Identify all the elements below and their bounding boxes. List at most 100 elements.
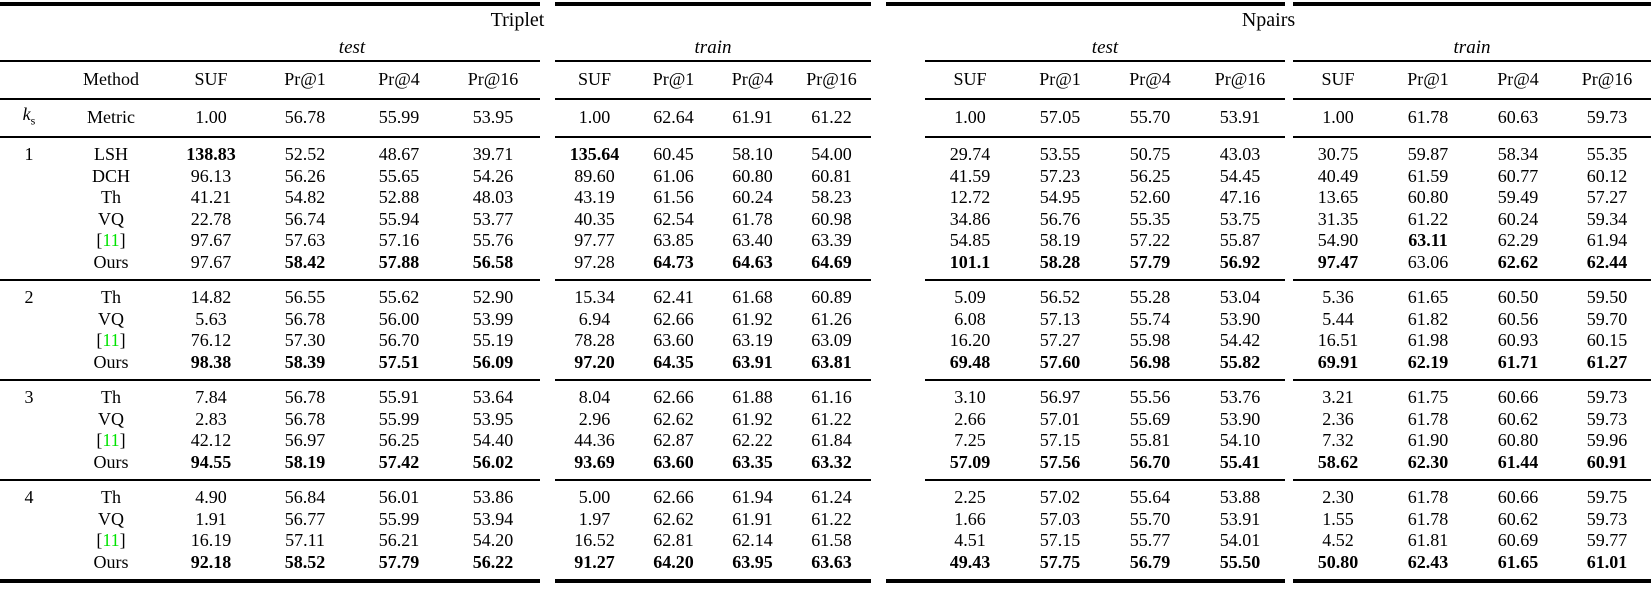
citation-link[interactable]: 11 — [102, 230, 120, 250]
col-header-suf: SUF — [953, 69, 987, 90]
method-cell: VQ — [98, 508, 124, 529]
value-cell: 58.42 — [284, 251, 326, 272]
results-table: Triplet Npairs test train test train Met… — [0, 2, 1651, 583]
value-cell: 55.99 — [378, 508, 420, 529]
value-cell: 40.35 — [574, 208, 615, 229]
value-cell: 61.78 — [1407, 107, 1449, 128]
subheader-row: test train test train — [0, 36, 1651, 60]
value-cell: 62.62 — [653, 408, 694, 429]
value-cell: 3.21 — [1322, 387, 1354, 407]
col-header-pr1: Pr@1 — [284, 69, 326, 90]
value-cell: 47.16 — [1219, 187, 1261, 207]
value-cell: 57.09 — [949, 451, 991, 472]
value-cell: 31.35 — [1317, 208, 1359, 229]
value-cell: 57.27 — [1586, 187, 1628, 207]
value-cell: 55.64 — [1129, 487, 1171, 507]
value-cell: 57.13 — [1039, 308, 1081, 329]
value-cell: 55.35 — [1129, 208, 1171, 229]
value-cell: 16.52 — [574, 530, 615, 550]
value-cell: 5.00 — [578, 487, 611, 507]
value-cell: 78.28 — [574, 330, 615, 350]
ks-value-cell — [0, 552, 58, 580]
table-row: Th 41.21 54.82 52.88 48.03 43.19 61.56 60.24 58.… — [0, 187, 1651, 209]
value-cell: 54.45 — [1219, 165, 1261, 186]
value-cell: 61.01 — [1586, 551, 1628, 572]
value-cell: 48.03 — [472, 187, 514, 207]
method-cell: Th — [101, 487, 121, 507]
value-cell: 63.35 — [732, 451, 773, 472]
value-cell: 56.98 — [1129, 351, 1171, 372]
col-header-pr4: Pr@4 — [1129, 69, 1171, 90]
col-header-pr4: Pr@4 — [1497, 69, 1539, 90]
value-cell: 29.74 — [949, 144, 991, 164]
divider — [0, 279, 1651, 281]
value-cell: 58.62 — [1317, 451, 1359, 472]
value-cell: 6.08 — [954, 308, 986, 329]
value-cell: 4.90 — [195, 487, 227, 507]
value-cell: 56.55 — [284, 287, 326, 307]
value-cell: 57.02 — [1039, 487, 1081, 507]
value-cell: 60.98 — [811, 208, 852, 229]
value-cell: 61.75 — [1407, 387, 1449, 407]
table-row: Ours 98.38 58.39 57.51 56.09 97.20 64.35 63.91 6… — [0, 352, 1651, 380]
method-cell: Ours — [93, 251, 129, 272]
value-cell: 55.81 — [1129, 430, 1171, 450]
method-cell: VQ — [98, 208, 124, 229]
value-cell: 63.19 — [732, 330, 773, 350]
value-cell: 55.41 — [1219, 451, 1261, 472]
value-cell: 58.28 — [1039, 251, 1081, 272]
value-cell: 97.77 — [574, 230, 615, 250]
value-cell: 61.16 — [811, 387, 852, 407]
bottom-rule-divider — [0, 579, 1651, 583]
value-cell: 62.41 — [653, 287, 694, 307]
value-cell: 56.78 — [284, 308, 326, 329]
table-row: [11] 76.12 57.30 56.70 55.19 78.28 63.60 63.19 6… — [0, 330, 1651, 352]
value-cell: 54.26 — [472, 165, 514, 186]
value-cell: 138.83 — [186, 144, 236, 164]
value-cell: 1.91 — [195, 508, 227, 529]
value-cell: 55.50 — [1219, 551, 1261, 572]
value-cell: 1.00 — [195, 107, 227, 128]
value-cell: 2.83 — [195, 408, 227, 429]
value-cell: 55.35 — [1586, 144, 1628, 164]
value-cell: 63.06 — [1407, 251, 1449, 272]
value-cell: 53.91 — [1219, 508, 1261, 529]
subheader-triplet-train: train — [694, 37, 732, 59]
value-cell: 34.86 — [949, 208, 991, 229]
value-cell: 57.23 — [1039, 165, 1081, 186]
ks-value-cell — [0, 166, 58, 188]
value-cell: 57.42 — [378, 451, 420, 472]
value-cell: 61.94 — [1586, 230, 1628, 250]
value-cell: 5.63 — [195, 308, 227, 329]
value-cell: 59.50 — [1586, 287, 1628, 307]
value-cell: 60.12 — [1586, 165, 1628, 186]
value-cell: 64.20 — [653, 551, 694, 572]
value-cell: 63.91 — [732, 351, 773, 372]
value-cell: 55.28 — [1129, 287, 1171, 307]
citation-link[interactable]: 11 — [102, 430, 120, 450]
divider — [0, 60, 1651, 62]
value-cell: 63.40 — [732, 230, 773, 250]
value-cell: 63.60 — [653, 330, 694, 350]
value-cell: 56.25 — [1129, 165, 1171, 186]
value-cell: 56.26 — [284, 165, 326, 186]
value-cell: 61.91 — [732, 107, 773, 128]
value-cell: 58.52 — [284, 551, 326, 572]
value-cell: 55.19 — [472, 330, 514, 350]
value-cell: 97.67 — [190, 251, 232, 272]
ks-value-cell: 2 — [24, 287, 34, 307]
value-cell: 12.72 — [949, 187, 991, 207]
citation-link[interactable]: 11 — [102, 530, 120, 550]
ks-value-cell — [0, 330, 58, 352]
value-cell: 54.01 — [1219, 530, 1261, 550]
table-row: VQ 2.83 56.78 55.99 53.95 2.96 62.62 61.92 61.22… — [0, 409, 1651, 431]
value-cell: 57.03 — [1039, 508, 1081, 529]
value-cell: 60.24 — [732, 187, 773, 207]
table-row: 3 Th 7.84 56.78 55.91 53.64 8.04 62.66 61.88 61.1… — [0, 381, 1651, 409]
value-cell: 59.70 — [1586, 308, 1628, 329]
table-row: DCH 96.13 56.26 55.65 54.26 89.60 61.06 60.80 60… — [0, 166, 1651, 188]
citation-link[interactable]: 11 — [102, 330, 120, 350]
value-cell: 13.65 — [1317, 187, 1359, 207]
value-cell: 61.24 — [811, 487, 852, 507]
value-cell: 1.00 — [1322, 107, 1354, 128]
